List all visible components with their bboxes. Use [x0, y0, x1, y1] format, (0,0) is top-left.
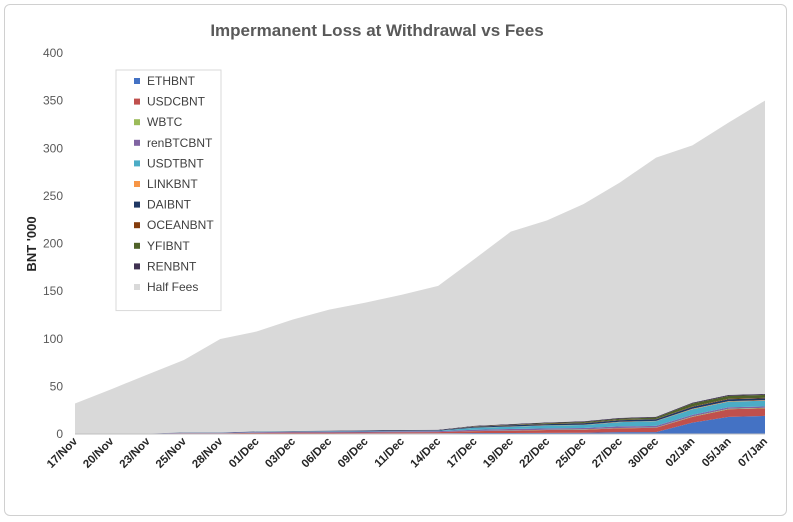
legend-swatch-renbnt — [134, 263, 140, 270]
area-half-fees — [75, 100, 765, 434]
chart-title: Impermanent Loss at Withdrawal vs Fees — [210, 21, 543, 40]
y-tick-label: 50 — [50, 379, 64, 393]
x-tick-label: 09/Dec — [336, 435, 371, 470]
legend-swatch-linkbnt — [134, 181, 140, 187]
x-tick-label: 03/Dec — [263, 435, 298, 470]
x-tick-label: 14/Dec — [409, 435, 444, 470]
legend-swatch-daibnt — [134, 201, 140, 208]
legend-label-linkbnt: LINKBNT — [147, 177, 198, 191]
area-series-group — [75, 100, 765, 434]
legend-label-wbtc: WBTC — [147, 115, 183, 129]
legend-label-half-fees: Half Fees — [147, 280, 198, 294]
legend: ETHBNT USDCBNT WBTC renBTCBNT USDTBNT LINKBNT… — [115, 69, 222, 312]
legend-label-usdtbnt: USDTBNT — [147, 156, 204, 170]
legend-box — [115, 69, 222, 312]
x-tick-label: 02/Jan — [664, 436, 698, 470]
x-tick-label: 23/Nov — [118, 435, 154, 471]
legend-swatch-half-fees — [134, 284, 140, 290]
x-tick-label: 27/Dec — [590, 435, 625, 470]
legend-label-renbtcbnt: renBTCBNT — [147, 136, 213, 150]
x-tick-label: 22/Dec — [518, 435, 553, 470]
y-tick-label: 250 — [43, 189, 63, 203]
x-tick-label: 25/Dec — [554, 435, 589, 470]
legend-swatch-oceanbnt — [134, 222, 140, 229]
x-tick-label: 11/Dec — [373, 435, 408, 470]
legend-swatch-ethbnt — [134, 78, 140, 84]
y-tick-label: 200 — [43, 237, 63, 251]
legend-label-usdcbnt: USDCBNT — [147, 95, 206, 109]
x-tick-label: 25/Nov — [154, 435, 190, 471]
area-ethbnt — [75, 415, 765, 434]
legend-label-renbnt: RENBNT — [147, 259, 197, 273]
x-tick-label: 17/Dec — [445, 435, 480, 470]
x-tick-label: 20/Nov — [81, 435, 117, 471]
legend-label-ethbnt: ETHBNT — [147, 74, 196, 88]
legend-swatch-usdcbnt — [134, 98, 140, 105]
y-tick-label: 100 — [43, 332, 63, 346]
legend-label-oceanbnt: OCEANBNT — [147, 218, 214, 232]
x-tick-label: 07/Jan — [736, 436, 770, 470]
x-tick-label: 19/Dec — [481, 435, 516, 470]
y-axis-label: BNT '000 — [24, 216, 39, 271]
x-tick-label: 28/Nov — [190, 435, 226, 471]
legend-swatch-wbtc — [134, 119, 140, 126]
x-tick-label: 30/Dec — [626, 435, 661, 470]
legend-swatch-yfibnt — [134, 242, 140, 249]
legend-label-yfibnt: YFIBNT — [147, 239, 190, 253]
legend-label-daibnt: DAIBNT — [147, 198, 192, 212]
area-usdtbnt — [75, 400, 765, 434]
x-tick-label: 01/Dec — [227, 435, 262, 470]
x-tick-label: 06/Dec — [300, 435, 335, 470]
y-tick-label: 350 — [43, 94, 63, 108]
legend-swatch-renbtcbnt — [134, 139, 140, 146]
legend-swatch-usdtbnt — [134, 160, 140, 167]
y-tick-label: 300 — [43, 141, 63, 155]
y-tick-label: 400 — [43, 46, 63, 60]
x-tick-label: 05/Jan — [700, 436, 734, 470]
y-tick-label: 0 — [56, 427, 63, 441]
y-tick-label: 150 — [43, 284, 63, 298]
